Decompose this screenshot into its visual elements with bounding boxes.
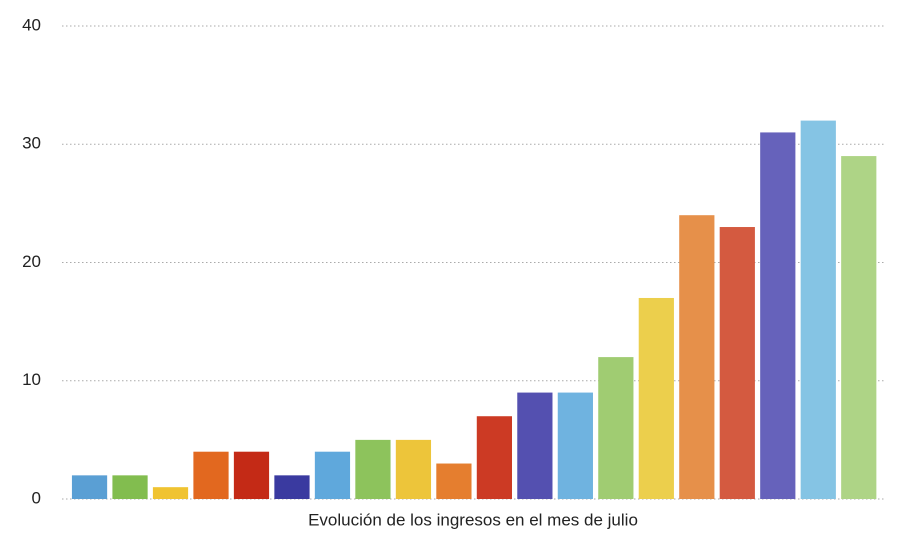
bar [355,439,391,499]
bar [679,215,715,499]
bar [800,120,836,499]
y-tick-label: 0 [32,488,41,507]
bar [233,451,270,499]
y-tick-label: 20 [22,252,41,271]
bar [274,475,310,499]
bar [436,463,472,499]
x-axis-label: Evolución de los ingresos en el mes de j… [308,510,638,529]
bar [841,156,877,499]
bar [476,416,513,499]
y-tick-label: 40 [22,15,41,34]
bar [638,297,674,499]
bar [71,475,108,499]
bar [557,392,593,499]
bar [314,451,351,499]
bar [517,392,553,499]
y-tick-label: 30 [22,134,41,153]
bar [193,451,229,499]
bar [598,357,634,499]
bar [112,475,148,499]
bar [152,487,189,499]
y-tick-label: 10 [22,370,41,389]
bar [395,439,432,499]
bar [719,227,755,499]
bar [760,132,796,500]
